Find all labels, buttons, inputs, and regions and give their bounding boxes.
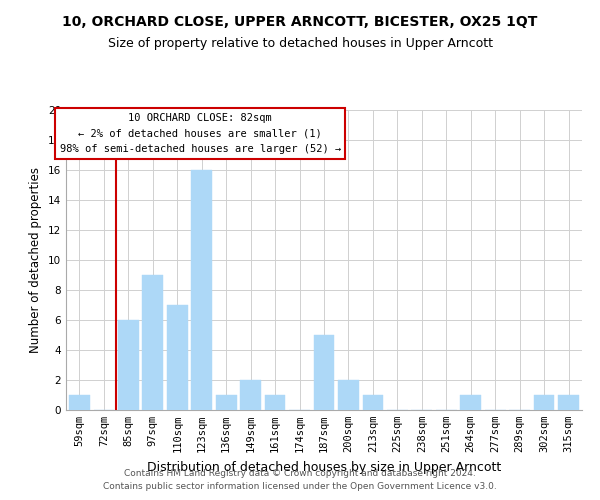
Bar — [191, 170, 212, 410]
Bar — [558, 395, 579, 410]
Text: Contains HM Land Registry data © Crown copyright and database right 2024.: Contains HM Land Registry data © Crown c… — [124, 468, 476, 477]
Text: 10 ORCHARD CLOSE: 82sqm
← 2% of detached houses are smaller (1)
98% of semi-deta: 10 ORCHARD CLOSE: 82sqm ← 2% of detached… — [59, 113, 341, 154]
Bar — [69, 395, 90, 410]
Text: 10, ORCHARD CLOSE, UPPER ARNCOTT, BICESTER, OX25 1QT: 10, ORCHARD CLOSE, UPPER ARNCOTT, BICEST… — [62, 15, 538, 29]
Y-axis label: Number of detached properties: Number of detached properties — [29, 167, 43, 353]
Bar — [118, 320, 139, 410]
Text: Size of property relative to detached houses in Upper Arncott: Size of property relative to detached ho… — [107, 38, 493, 51]
X-axis label: Distribution of detached houses by size in Upper Arncott: Distribution of detached houses by size … — [147, 460, 501, 473]
Bar — [460, 395, 481, 410]
Bar — [142, 275, 163, 410]
Bar — [265, 395, 286, 410]
Bar — [216, 395, 236, 410]
Bar — [534, 395, 554, 410]
Text: Contains public sector information licensed under the Open Government Licence v3: Contains public sector information licen… — [103, 482, 497, 491]
Bar — [362, 395, 383, 410]
Bar — [338, 380, 359, 410]
Bar — [240, 380, 261, 410]
Bar — [314, 335, 334, 410]
Bar — [167, 305, 188, 410]
